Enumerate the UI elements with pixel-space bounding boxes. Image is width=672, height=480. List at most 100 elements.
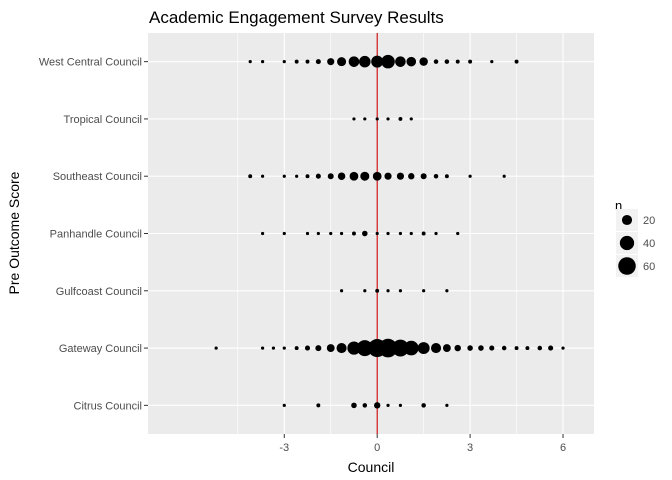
data-point: [537, 345, 543, 351]
data-point: [359, 55, 371, 68]
data-point: [282, 346, 286, 350]
data-point: [391, 339, 409, 357]
x-tick-label: -3: [279, 442, 289, 454]
data-point: [315, 59, 321, 65]
y-axis: Citrus Council Gateway Council Gulfcoast C…: [39, 57, 148, 412]
data-point: [386, 231, 390, 236]
data-point: [409, 117, 413, 121]
data-point: [444, 174, 449, 179]
chart-title: Academic Engagement Survey Results: [149, 8, 444, 27]
data-point: [467, 345, 473, 351]
data-point: [304, 345, 311, 351]
data-point: [456, 231, 460, 236]
data-point: [398, 289, 403, 293]
data-point: [316, 231, 320, 236]
data-point: [315, 173, 321, 179]
data-point: [490, 60, 494, 64]
data-point: [514, 346, 519, 351]
data-point: [347, 341, 361, 355]
data-points: [214, 54, 565, 409]
data-point: [327, 58, 335, 66]
y-tick-label: Gateway Council: [59, 343, 142, 355]
x-tick-label: 0: [374, 442, 380, 454]
data-point: [360, 171, 370, 181]
data-point: [326, 344, 335, 352]
y-tick-label: West Central Council: [39, 57, 142, 69]
legend-label: 40: [643, 238, 655, 250]
data-point: [294, 346, 299, 351]
data-point: [336, 343, 347, 354]
data-point: [363, 289, 367, 293]
data-point: [373, 402, 381, 409]
data-point: [260, 346, 265, 350]
data-point: [375, 117, 379, 121]
data-point: [294, 59, 299, 64]
data-point: [433, 173, 439, 179]
data-point: [419, 57, 428, 66]
data-point: [375, 231, 379, 236]
legend-key: [618, 257, 636, 275]
data-point: [337, 57, 347, 67]
data-point: [375, 288, 380, 293]
data-point: [468, 59, 473, 64]
data-point: [352, 231, 356, 236]
data-point: [339, 289, 344, 293]
data-point: [442, 344, 451, 352]
data-point: [372, 171, 382, 181]
data-point: [282, 403, 286, 407]
data-point: [502, 174, 506, 178]
data-point: [421, 231, 426, 236]
data-point: [409, 231, 413, 236]
data-point: [327, 173, 334, 180]
data-point: [501, 345, 507, 351]
data-point: [386, 403, 390, 407]
data-point: [295, 174, 299, 178]
data-point: [420, 173, 427, 180]
data-point: [386, 289, 390, 293]
legend-title: n: [615, 198, 622, 213]
data-point: [422, 289, 426, 293]
data-point: [396, 172, 405, 180]
data-point: [316, 403, 321, 408]
data-point: [417, 342, 430, 355]
x-axis-title: Council: [348, 459, 395, 475]
data-point: [348, 56, 360, 67]
data-point: [351, 402, 357, 409]
data-point: [381, 54, 395, 69]
data-point: [260, 60, 265, 64]
data-point: [514, 59, 519, 64]
data-point: [445, 289, 449, 293]
y-tick-label: Tropical Council: [64, 114, 142, 126]
data-point: [260, 174, 265, 178]
data-point: [408, 173, 415, 180]
data-point: [454, 344, 461, 352]
legend-key: [619, 235, 635, 251]
y-tick-label: Panhandle Council: [50, 229, 142, 241]
data-point: [315, 345, 322, 352]
data-point: [282, 231, 286, 236]
x-tick-label: 6: [560, 442, 566, 454]
data-point: [455, 59, 460, 64]
data-point: [561, 346, 565, 350]
data-point: [433, 59, 439, 64]
legend-label: 60: [643, 261, 655, 273]
data-point: [305, 231, 310, 236]
data-point: [339, 231, 344, 236]
data-point: [406, 56, 417, 67]
data-point: [214, 346, 218, 350]
data-point: [395, 56, 406, 67]
data-point: [421, 403, 426, 408]
data-point: [489, 345, 495, 351]
data-point: [362, 230, 368, 237]
legend-label: 20: [643, 215, 655, 227]
data-point: [434, 231, 438, 236]
data-point: [329, 231, 333, 236]
data-point: [398, 403, 403, 407]
data-point: [430, 343, 442, 354]
x-tick-label: 3: [467, 442, 473, 454]
y-tick-label: Southeast Council: [53, 171, 142, 183]
legend-key: [621, 214, 633, 226]
data-point: [478, 345, 484, 351]
data-point: [444, 59, 450, 64]
